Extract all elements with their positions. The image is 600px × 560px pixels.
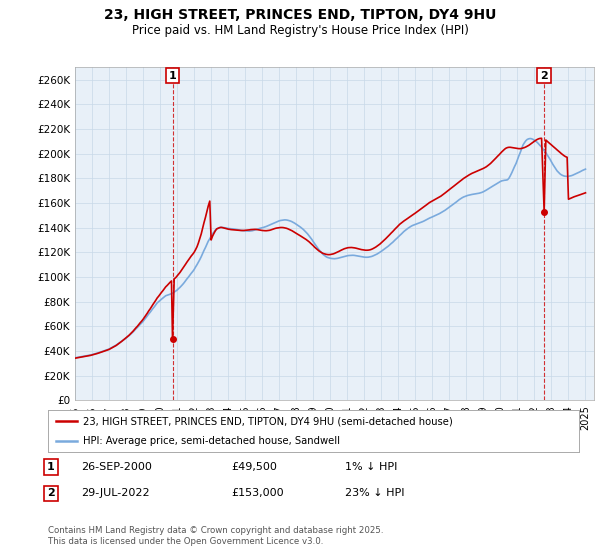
Text: £49,500: £49,500 bbox=[231, 462, 277, 472]
Text: HPI: Average price, semi-detached house, Sandwell: HPI: Average price, semi-detached house,… bbox=[83, 436, 340, 446]
Text: 23, HIGH STREET, PRINCES END, TIPTON, DY4 9HU: 23, HIGH STREET, PRINCES END, TIPTON, DY… bbox=[104, 8, 496, 22]
Text: Price paid vs. HM Land Registry's House Price Index (HPI): Price paid vs. HM Land Registry's House … bbox=[131, 24, 469, 36]
Text: 23% ↓ HPI: 23% ↓ HPI bbox=[345, 488, 404, 498]
Text: Contains HM Land Registry data © Crown copyright and database right 2025.
This d: Contains HM Land Registry data © Crown c… bbox=[48, 526, 383, 546]
Text: 1% ↓ HPI: 1% ↓ HPI bbox=[345, 462, 397, 472]
Text: 2: 2 bbox=[540, 71, 548, 81]
Text: 1: 1 bbox=[169, 71, 176, 81]
Text: £153,000: £153,000 bbox=[231, 488, 284, 498]
Text: 2: 2 bbox=[47, 488, 55, 498]
Text: 29-JUL-2022: 29-JUL-2022 bbox=[81, 488, 149, 498]
Text: 26-SEP-2000: 26-SEP-2000 bbox=[81, 462, 152, 472]
Text: 23, HIGH STREET, PRINCES END, TIPTON, DY4 9HU (semi-detached house): 23, HIGH STREET, PRINCES END, TIPTON, DY… bbox=[83, 416, 452, 426]
Text: 1: 1 bbox=[47, 462, 55, 472]
